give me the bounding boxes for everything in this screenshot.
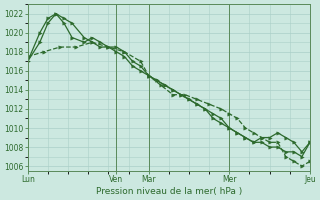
X-axis label: Pression niveau de la mer( hPa ): Pression niveau de la mer( hPa ) xyxy=(96,187,242,196)
